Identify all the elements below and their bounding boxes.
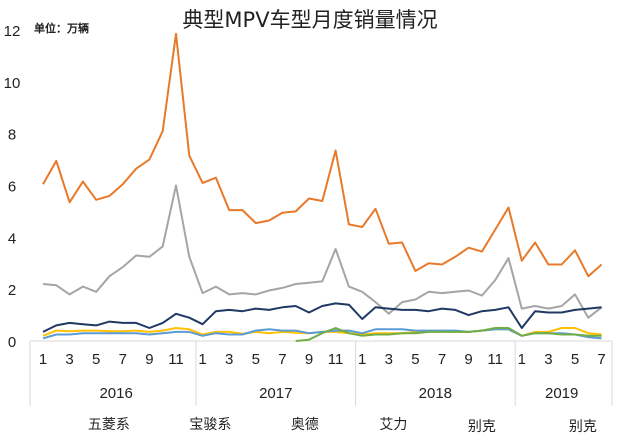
legend-label: 五菱系列 [87,417,130,433]
x-tick-label: 1 [358,351,366,368]
legend-label: 别克GL8 [568,419,597,433]
legend-item: 艾力绅 [351,414,418,433]
legend-label: 别克GL6 [467,419,496,433]
series-line [42,302,602,333]
x-tick-label: 9 [305,351,313,368]
legend-label: 艾力绅 [379,417,408,433]
y-tick-label: 0 [8,334,16,351]
legend-label: 奥德赛 [290,417,319,433]
x-tick-label: 11 [328,351,344,368]
x-tick-label: 5 [571,351,579,368]
x-tick-label: 3 [65,351,73,368]
series-line [42,328,602,340]
y-tick-label: 10 [4,75,21,92]
year-label: 2017 [259,385,292,402]
x-tick-label: 3 [544,351,552,368]
year-label: 2018 [419,385,452,402]
x-tick-label: 5 [252,351,260,368]
legend-item: 别克GL6 [440,414,519,433]
y-tick-label: 4 [8,230,16,247]
x-tick-label: 11 [168,351,184,368]
legend-item: 奥德赛 [263,414,330,433]
y-tick-label: 8 [8,127,16,144]
x-tick-label: 5 [411,351,419,368]
legend-item: 宝骏系列 [161,414,240,433]
series-line [42,184,603,319]
legend: 五菱系列 宝骏系列 奥德赛 艾力绅 别克GL6 别克GL8 [60,414,620,433]
legend-label: 宝骏系列 [189,417,232,433]
x-tick-label: 9 [464,351,472,368]
x-tick-label: 11 [487,351,503,368]
y-tick-label: 6 [8,179,16,196]
series-line [295,327,602,342]
y-tick-label: 12 [4,23,21,40]
x-tick-label: 7 [119,351,127,368]
legend-item: 五菱系列 [60,414,139,433]
x-tick-label: 5 [92,351,100,368]
x-tick-label: 7 [438,351,446,368]
series-line [42,32,603,278]
x-tick-label: 1 [198,351,206,368]
x-tick-label: 7 [597,351,605,368]
x-tick-label: 3 [385,351,393,368]
x-tick-label: 9 [145,351,153,368]
year-label: 2019 [545,385,578,402]
year-label: 2016 [99,385,132,402]
x-tick-label: 1 [39,351,47,368]
unit-label: 单位：万辆 [34,22,89,35]
y-tick-label: 2 [8,282,16,299]
x-tick-label: 3 [225,351,233,368]
legend-item: 别克GL8 [541,414,620,433]
x-tick-label: 1 [518,351,526,368]
chart-title: 典型MPV车型月度销量情况 [182,8,438,32]
x-tick-label: 7 [278,351,286,368]
